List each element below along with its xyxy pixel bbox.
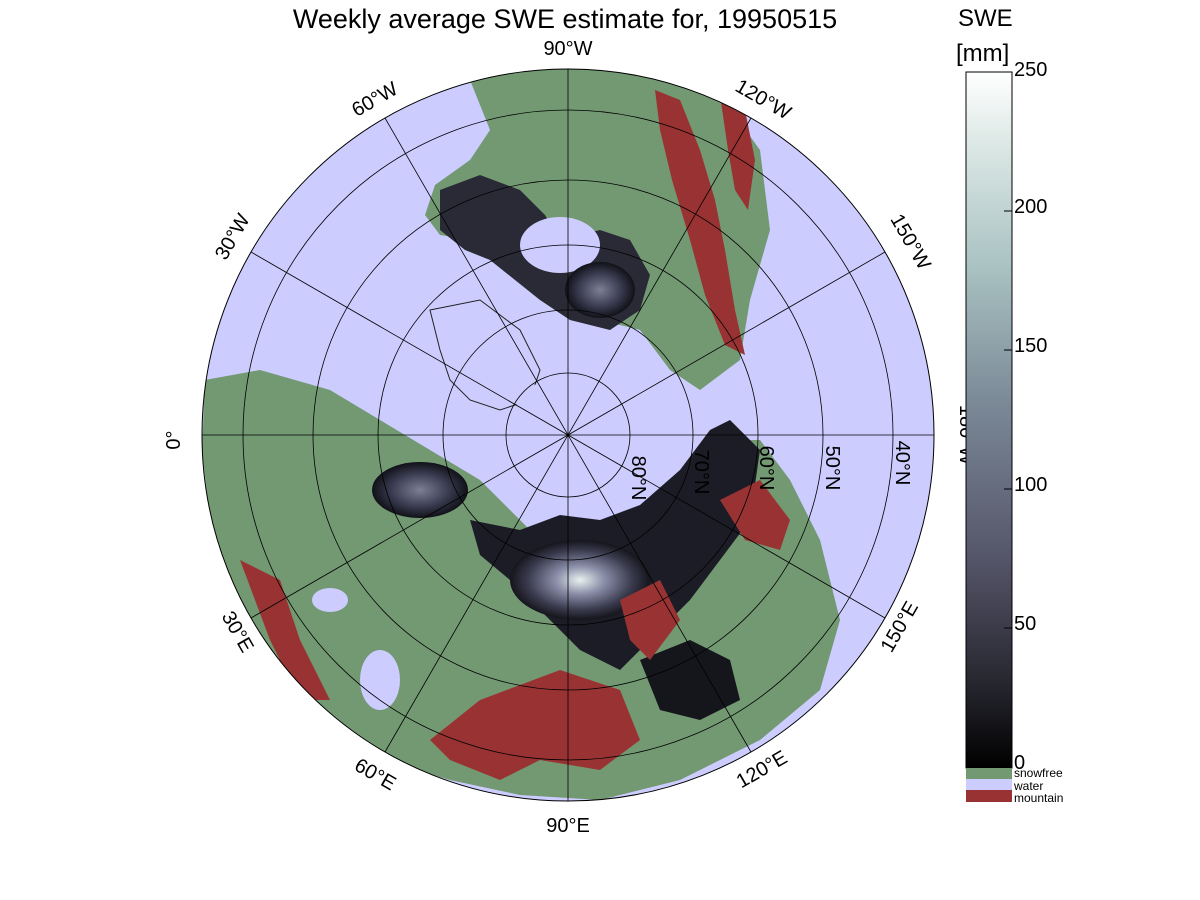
graticule (201, 68, 935, 802)
lon-label-0: 0° (163, 430, 185, 449)
snowfree-swatch (966, 768, 1012, 779)
ural-altai-mountains (620, 580, 680, 660)
lat-label-80n: 80°N (627, 456, 649, 501)
lat-label-40n: 40°N (891, 441, 913, 486)
siberia-snow-core (510, 540, 650, 620)
black-sea (312, 588, 348, 612)
meridian-150w-30e (250, 251, 886, 619)
water-swatch (966, 779, 1012, 790)
lon-label-90w: 90°W (543, 38, 592, 60)
greenland-ice (429, 299, 541, 411)
european-mountains (240, 560, 330, 700)
colorbar-tick-50: 50 (1014, 613, 1037, 635)
canadian-snow-core (565, 262, 635, 318)
colorbar-tick-150: 150 (1014, 335, 1048, 357)
central-asia-mountains (430, 670, 640, 780)
lon-label-60e: 60°E (351, 754, 400, 795)
landmass-layer (202, 69, 840, 800)
lon-label-150w: 150°W (886, 210, 935, 273)
coast-mountains (720, 95, 755, 210)
lon-label-90e: 90°E (546, 815, 590, 837)
colorbar-tick-100: 100 (1014, 474, 1048, 496)
map-title: Weekly average SWE estimate for, 1995051… (292, 4, 838, 34)
colorbar-unit-swe: SWE (958, 5, 1013, 32)
colorbar-tick-250: 250 (1014, 59, 1048, 81)
east-asia-snowpack (640, 640, 740, 720)
caspian-sea (360, 650, 400, 710)
legend-snowfree: snowfree (1014, 766, 1063, 780)
legend-mountain: mountain (1014, 791, 1064, 805)
rocky-mountains (655, 90, 745, 355)
legend-water: water (1014, 779, 1044, 793)
lon-label-30w: 30°W (211, 210, 255, 264)
lat-label-50n: 50°N (821, 446, 843, 491)
lat-label-60n: 60°N (755, 446, 777, 491)
lat-label-70n: 70°N (690, 450, 712, 495)
colorbar-unit-mm: [mm] (956, 40, 1010, 67)
mountain-swatch (966, 790, 1012, 802)
scandinavia-snow (372, 462, 468, 518)
kamchatka-mountains (720, 480, 790, 550)
colorbar-tick-0: 0 (1014, 752, 1026, 774)
colorbar-gradient (965, 71, 1013, 769)
colorbar-tick-200: 200 (1014, 196, 1048, 218)
